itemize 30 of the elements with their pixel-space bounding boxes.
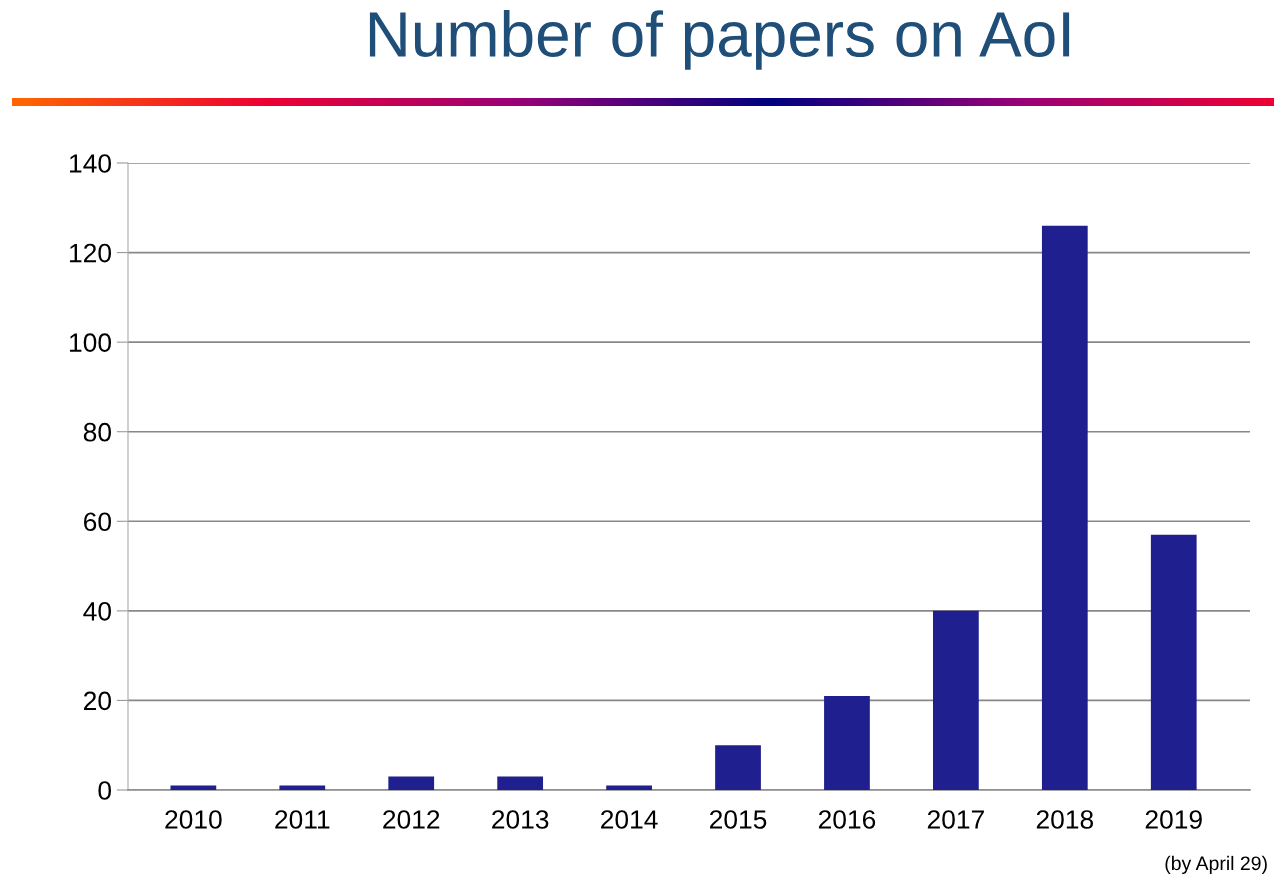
bar [933, 610, 979, 790]
x-tick-label: 2011 [275, 810, 330, 829]
bar [388, 776, 435, 790]
y-tick-label: 20 [84, 691, 111, 711]
x-tick-label: 2017 [927, 810, 984, 829]
bar [1041, 225, 1088, 790]
y-tick-label: 80 [83, 422, 111, 442]
x-tick-label: 2019 [1145, 810, 1202, 829]
x-tick-label: 2010 [165, 810, 222, 829]
x-tick-label: 2018 [1036, 810, 1094, 829]
y-tick-label: 120 [70, 243, 111, 263]
x-tick-label: 2013 [492, 810, 549, 829]
text: (by April 29) [1165, 855, 1267, 874]
bar [279, 785, 326, 790]
y-tick-label: 60 [84, 512, 111, 532]
chart-title: Number of papers on AoI [369, 10, 1070, 70]
bar [170, 785, 217, 790]
y-tick-label: 140 [70, 154, 111, 173]
x-tick-label: 2015 [710, 810, 767, 829]
bar [1150, 534, 1197, 790]
y-tick-label: 40 [83, 601, 111, 621]
x-tick-label: 2016 [818, 810, 876, 829]
bar [497, 776, 544, 790]
x-tick-label: 2014 [601, 810, 658, 829]
y-tick-label: 0 [98, 781, 111, 800]
bar [606, 785, 652, 790]
x-tick-label: 2012 [383, 810, 440, 829]
bar [715, 745, 761, 790]
y-tick-label: 100 [70, 333, 111, 352]
bar [824, 695, 870, 790]
